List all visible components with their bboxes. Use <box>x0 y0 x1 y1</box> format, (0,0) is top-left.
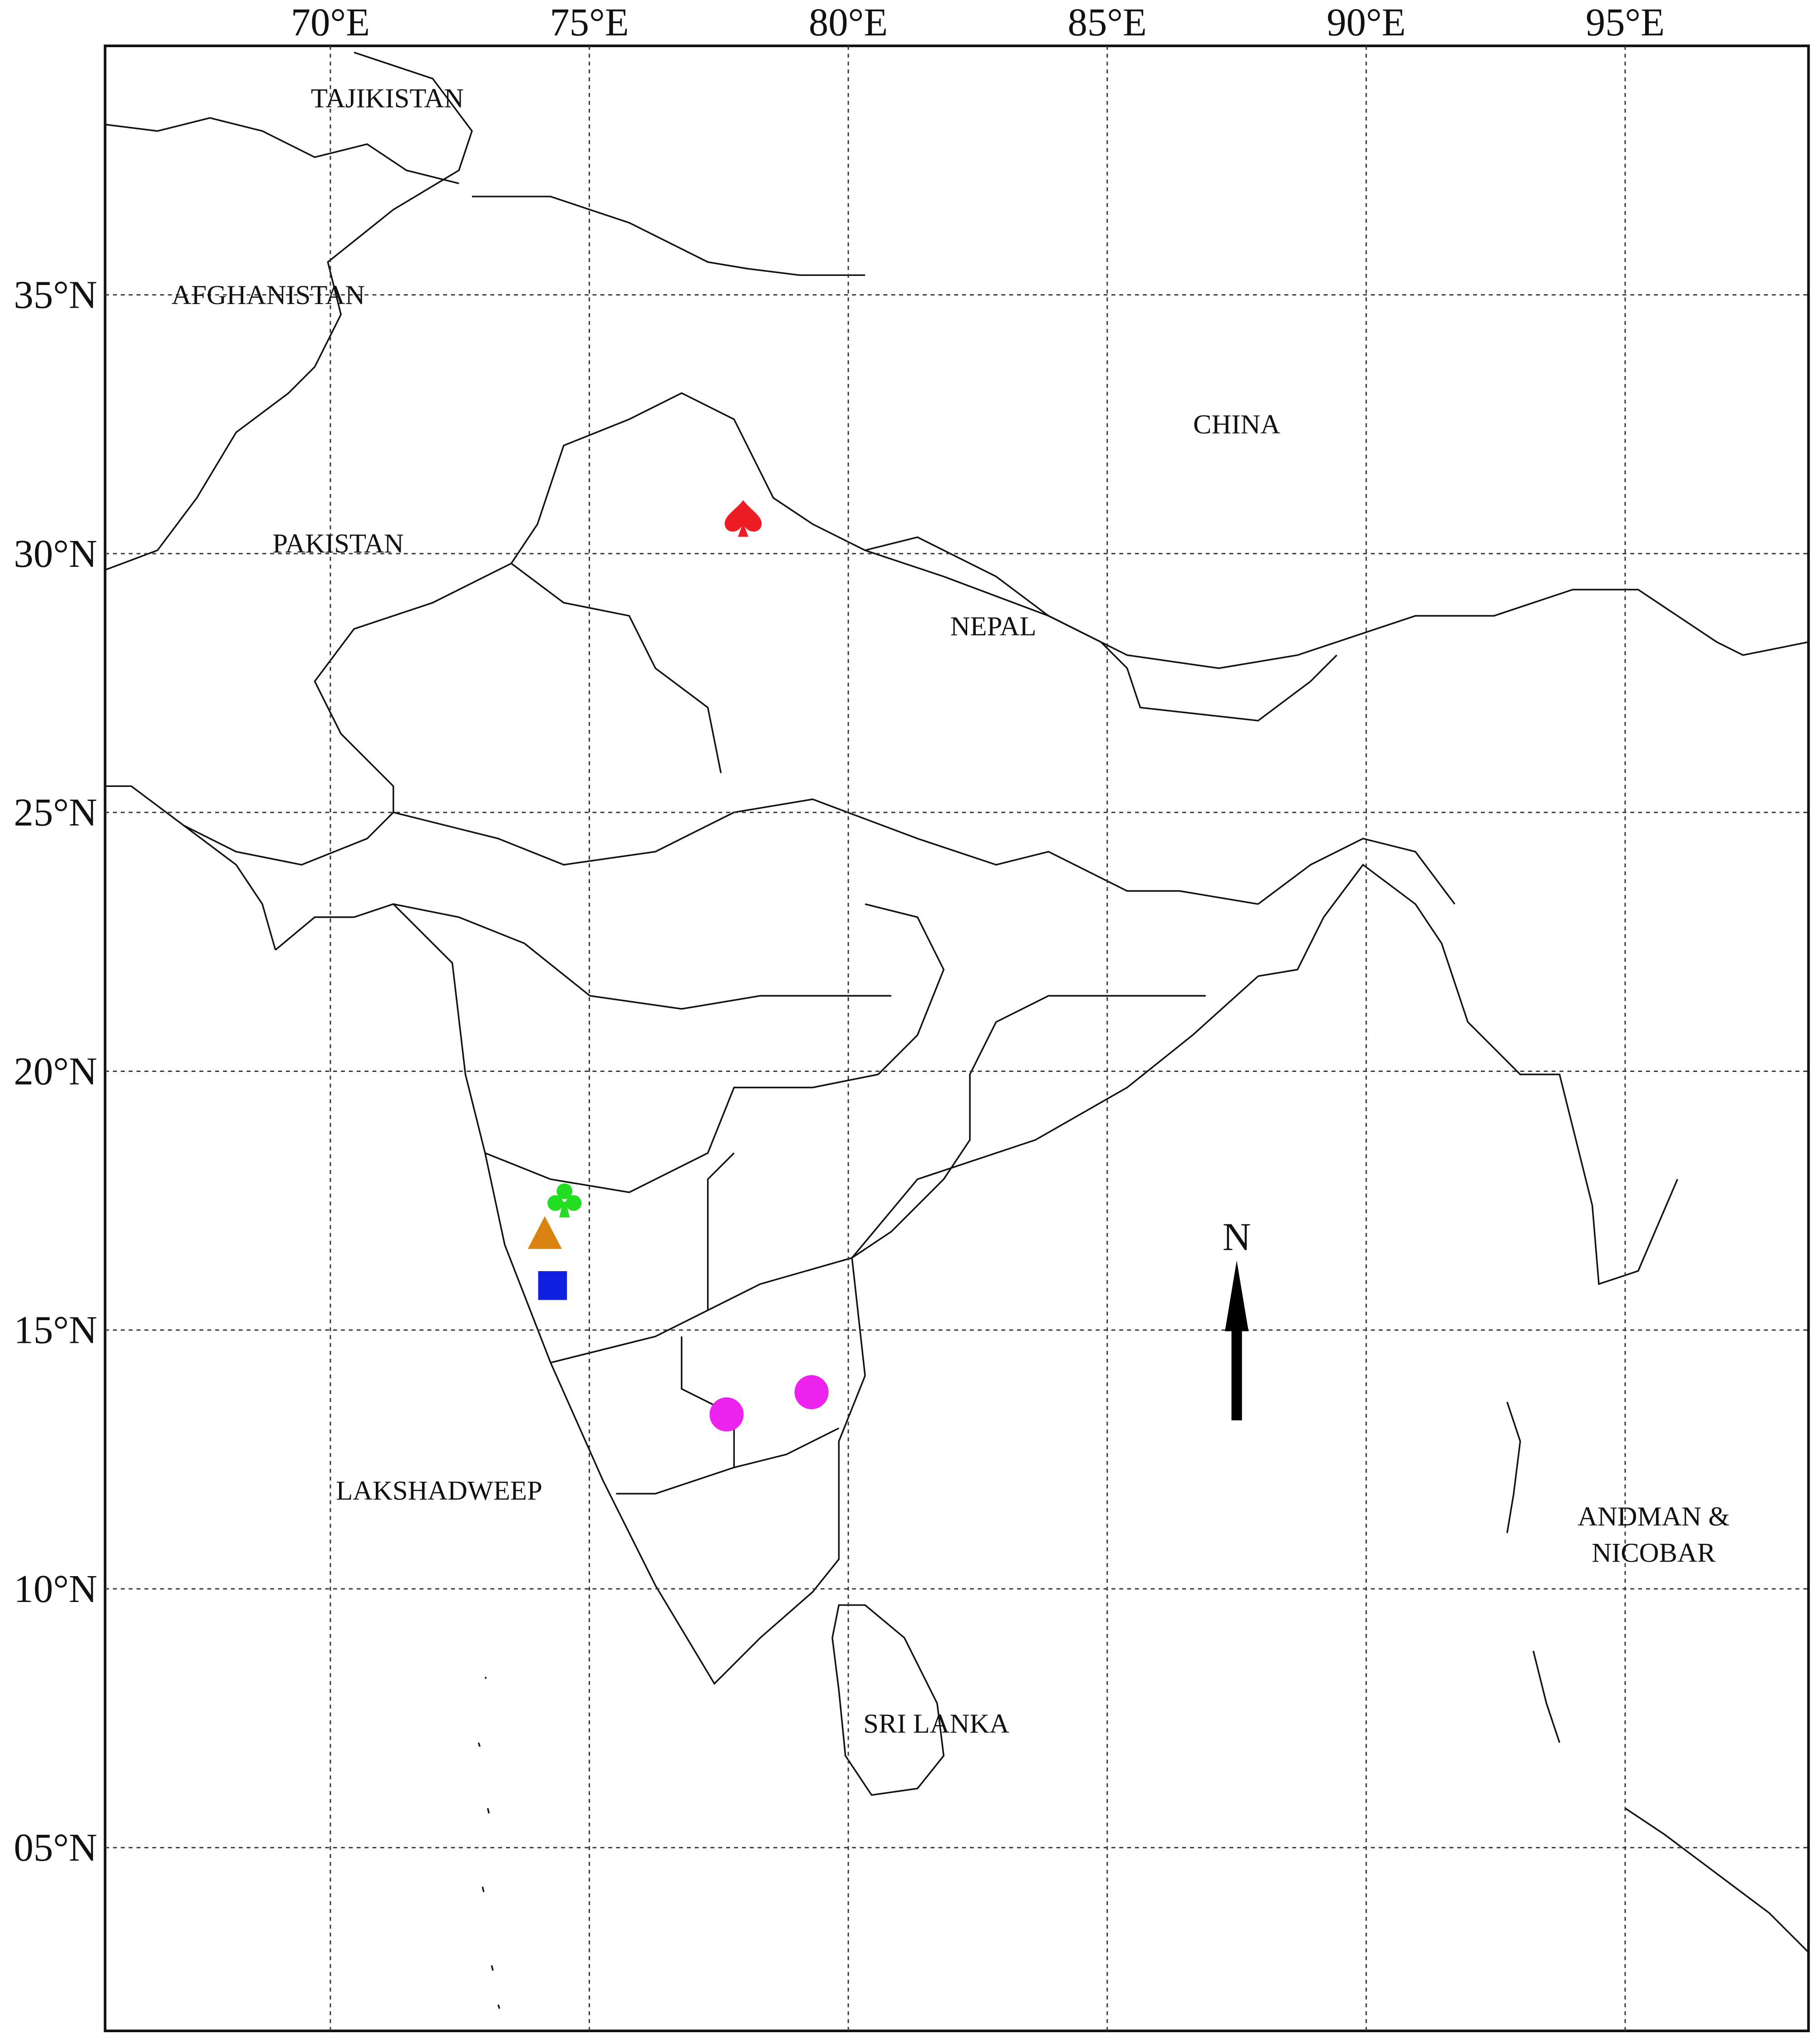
lat-tick-label: 20°N <box>14 1049 97 1093</box>
marker-triangle <box>527 1216 562 1249</box>
place-label: PAKISTAN <box>272 528 403 559</box>
frame <box>103 44 1810 2033</box>
north-arrow: N <box>1223 1215 1251 1420</box>
lon-tick-label: 80°E <box>809 0 888 44</box>
borders <box>104 51 1809 2009</box>
lat-tick-label: 30°N <box>14 532 97 575</box>
lat-tick-label: 35°N <box>14 273 97 317</box>
tick-labels: 70°E 75°E 80°E 85°E 90°E 95°E 35°N 30°N 25°N 20°N… <box>14 0 1665 1869</box>
lon-tick-label: 95°E <box>1586 0 1665 44</box>
place-label: LAKSHADWEEP <box>336 1476 542 1506</box>
arrow <box>1225 1260 1249 1420</box>
marker-club <box>547 1183 582 1218</box>
markers <box>527 500 829 1432</box>
marker-circle <box>794 1375 829 1410</box>
place-label: NEPAL <box>950 611 1037 642</box>
marker-circle <box>709 1397 744 1432</box>
place-label: TAJIKISTAN <box>311 83 464 113</box>
lon-tick-label: 85°E <box>1068 0 1147 44</box>
place-label: SRI LANKA <box>863 1709 1009 1739</box>
lon-tick-label: 90°E <box>1327 0 1406 44</box>
place-label: AFGHANISTAN <box>172 280 365 310</box>
lat-tick-label: 15°N <box>14 1308 97 1352</box>
lon-tick-label: 70°E <box>291 0 370 44</box>
place-label: ANDMAN & <box>1578 1502 1730 1532</box>
marker-square <box>538 1271 567 1300</box>
place-labels: TAJIKISTAN AFGHANISTAN CHINA PAKISTAN NEPAL L… <box>172 83 1730 1739</box>
lat-tick-label: 25°N <box>14 791 97 834</box>
marker-spade <box>724 500 762 537</box>
north-label: N <box>1223 1215 1251 1258</box>
place-label: CHINA <box>1193 409 1280 440</box>
lon-tick-label: 75°E <box>550 0 629 44</box>
lat-tick-label: 05°N <box>14 1826 97 1869</box>
graticule <box>105 46 1809 2031</box>
place-label: NICOBAR <box>1592 1538 1716 1568</box>
lat-tick-label: 10°N <box>14 1567 97 1611</box>
